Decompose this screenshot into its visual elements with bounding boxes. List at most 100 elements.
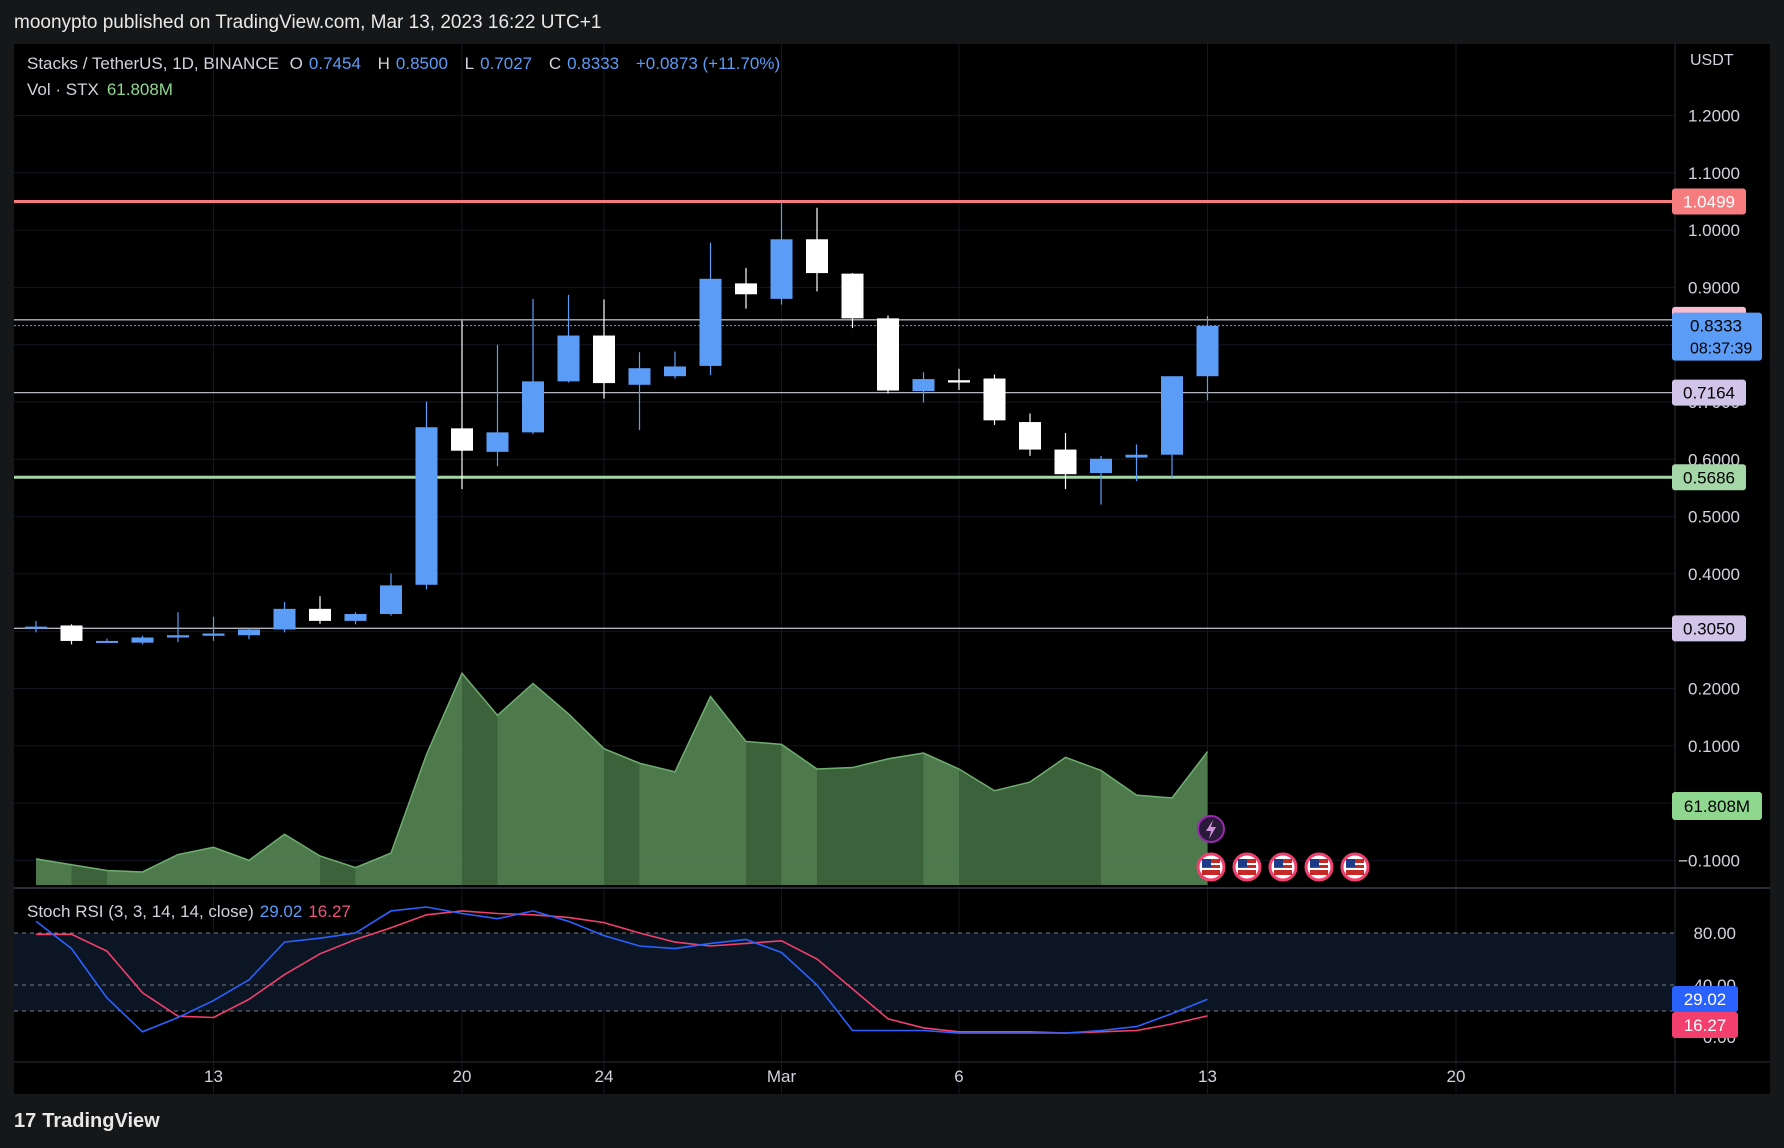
stoch-tick-label: 80.00 xyxy=(1693,924,1736,943)
stoch-d-line xyxy=(36,910,1208,1034)
countdown-text: 08:37:39 xyxy=(1690,341,1752,358)
flag-stripe xyxy=(1202,868,1220,870)
symbol-label[interactable]: Stacks / TetherUS, 1D, BINANCE xyxy=(27,54,279,73)
level-badge-resistance-bg xyxy=(1672,188,1746,215)
candle xyxy=(593,335,615,384)
level-badge-bg xyxy=(1672,615,1746,642)
candle xyxy=(877,318,899,391)
volume-line xyxy=(35,671,1209,873)
level-badge-resistance-text: 1.0499 xyxy=(1683,193,1735,212)
price-axis: 1.20001.10001.00000.90000.80000.70000.60… xyxy=(1678,107,1740,1048)
volume-shade xyxy=(852,758,888,885)
candles xyxy=(25,202,1219,645)
price-tick-label: 1.0000 xyxy=(1688,221,1740,240)
candle xyxy=(735,283,757,295)
stoch-k-value: 29.02 xyxy=(259,902,303,921)
time-tick-label: 24 xyxy=(595,1067,614,1086)
open-value: 0.7454 xyxy=(308,54,361,73)
stoch-d-badge-bg xyxy=(1672,1012,1738,1038)
candle xyxy=(664,366,686,377)
candle xyxy=(948,380,970,383)
stoch-k-line xyxy=(35,906,1208,1034)
volume-shade xyxy=(817,767,853,885)
candle xyxy=(1019,422,1041,450)
low-value: 0.7027 xyxy=(480,54,533,73)
candle xyxy=(131,637,154,643)
candle xyxy=(202,633,225,636)
chart-pane[interactable] xyxy=(14,44,1770,1094)
time-tick-label: 13 xyxy=(204,1067,223,1086)
price-tick-label: 0.2000 xyxy=(1688,680,1740,699)
flag-stripe xyxy=(1346,868,1364,870)
volume-shade xyxy=(746,741,782,885)
candle xyxy=(344,614,367,621)
volume-shade xyxy=(959,769,995,885)
candle xyxy=(912,379,935,392)
price-tick-label: 0.1000 xyxy=(1688,737,1740,756)
close-value: 0.8333 xyxy=(567,54,620,73)
candle xyxy=(1161,376,1183,455)
level-badge-support-text: 0.5686 xyxy=(1683,468,1735,487)
price-tick-label: 1.1000 xyxy=(1688,164,1740,183)
level-badge-text: 0.7164 xyxy=(1683,384,1735,403)
last-price-text: 0.8333 xyxy=(1690,317,1742,336)
tradingview-logo[interactable]: 17 TradingView xyxy=(14,1110,160,1132)
grid-lines xyxy=(14,44,1675,1094)
flag-canton xyxy=(1202,859,1211,867)
level-badge: 0.3050 xyxy=(1672,615,1746,642)
volume-label[interactable]: Vol · STX xyxy=(27,80,99,99)
stoch-k-badge-bg xyxy=(1672,986,1738,1012)
flag-stripe xyxy=(1274,868,1292,870)
candle xyxy=(628,368,651,385)
stoch-band xyxy=(14,933,1675,1011)
stoch-legend: Stoch RSI (3, 3, 14, 14, close) 29.02 16.2… xyxy=(27,902,351,922)
candle xyxy=(25,626,47,629)
us-flag-icon xyxy=(1196,852,1226,882)
price-tick-label: 1.2000 xyxy=(1688,107,1740,126)
level-badge-bg xyxy=(1672,379,1746,406)
price-tick-label: 0.5000 xyxy=(1688,508,1740,527)
flash-icon-bolt xyxy=(1206,820,1216,839)
stoch-d-value: 16.27 xyxy=(308,902,351,921)
currency-label: USDT xyxy=(1690,52,1734,69)
stoch-k-badge-text: 29.02 xyxy=(1684,990,1727,1009)
volume-badge: 61.808M xyxy=(1672,792,1762,820)
flag-stripe xyxy=(1310,868,1328,870)
candle xyxy=(167,635,189,638)
candle xyxy=(522,381,544,433)
volume-shade xyxy=(1065,757,1101,885)
us-flag-icon xyxy=(1340,852,1370,882)
candle xyxy=(699,278,722,366)
candle xyxy=(1125,454,1148,458)
time-tick-label: 6 xyxy=(954,1067,963,1086)
flag-canton xyxy=(1310,859,1319,867)
publish-header: moonypto published on TradingView.com, M… xyxy=(0,0,1784,44)
candle xyxy=(557,335,580,382)
volume-shade xyxy=(320,856,356,885)
us-flag-icon xyxy=(1232,852,1262,882)
candle xyxy=(1196,325,1219,377)
stoch-d-badge-text: 16.27 xyxy=(1684,1016,1727,1035)
stoch-label[interactable]: Stoch RSI (3, 3, 14, 14, close) xyxy=(27,902,254,921)
us-flag-icon xyxy=(1304,852,1334,882)
volume-shade xyxy=(462,673,498,885)
candle xyxy=(451,428,473,451)
footer: 17 TradingView xyxy=(0,1096,1784,1148)
publish-text: moonypto published on TradingView.com, M… xyxy=(14,12,602,33)
level-badge-support-bg xyxy=(1672,464,1746,491)
last-price-badge: 0.8333 08:37:39 xyxy=(1672,312,1762,361)
price-legend: Stacks / TetherUS, 1D, BINANCE O 0.7454 H… xyxy=(27,54,781,73)
change-value: +0.0873 (+11.70%) xyxy=(635,54,781,73)
time-tick-label: 20 xyxy=(453,1067,472,1086)
candle xyxy=(806,239,828,274)
volume-badge-bg xyxy=(1672,792,1762,820)
volume-shade xyxy=(994,782,1030,885)
price-tick-label: 0.9000 xyxy=(1688,278,1740,297)
volume-legend: Vol · STX 61.808M xyxy=(27,80,173,100)
us-flag-icon xyxy=(1268,852,1298,882)
candle xyxy=(1054,449,1077,475)
flag-stripe xyxy=(1238,868,1256,870)
high-value: 0.8500 xyxy=(395,54,448,73)
volume-series xyxy=(35,671,1209,885)
